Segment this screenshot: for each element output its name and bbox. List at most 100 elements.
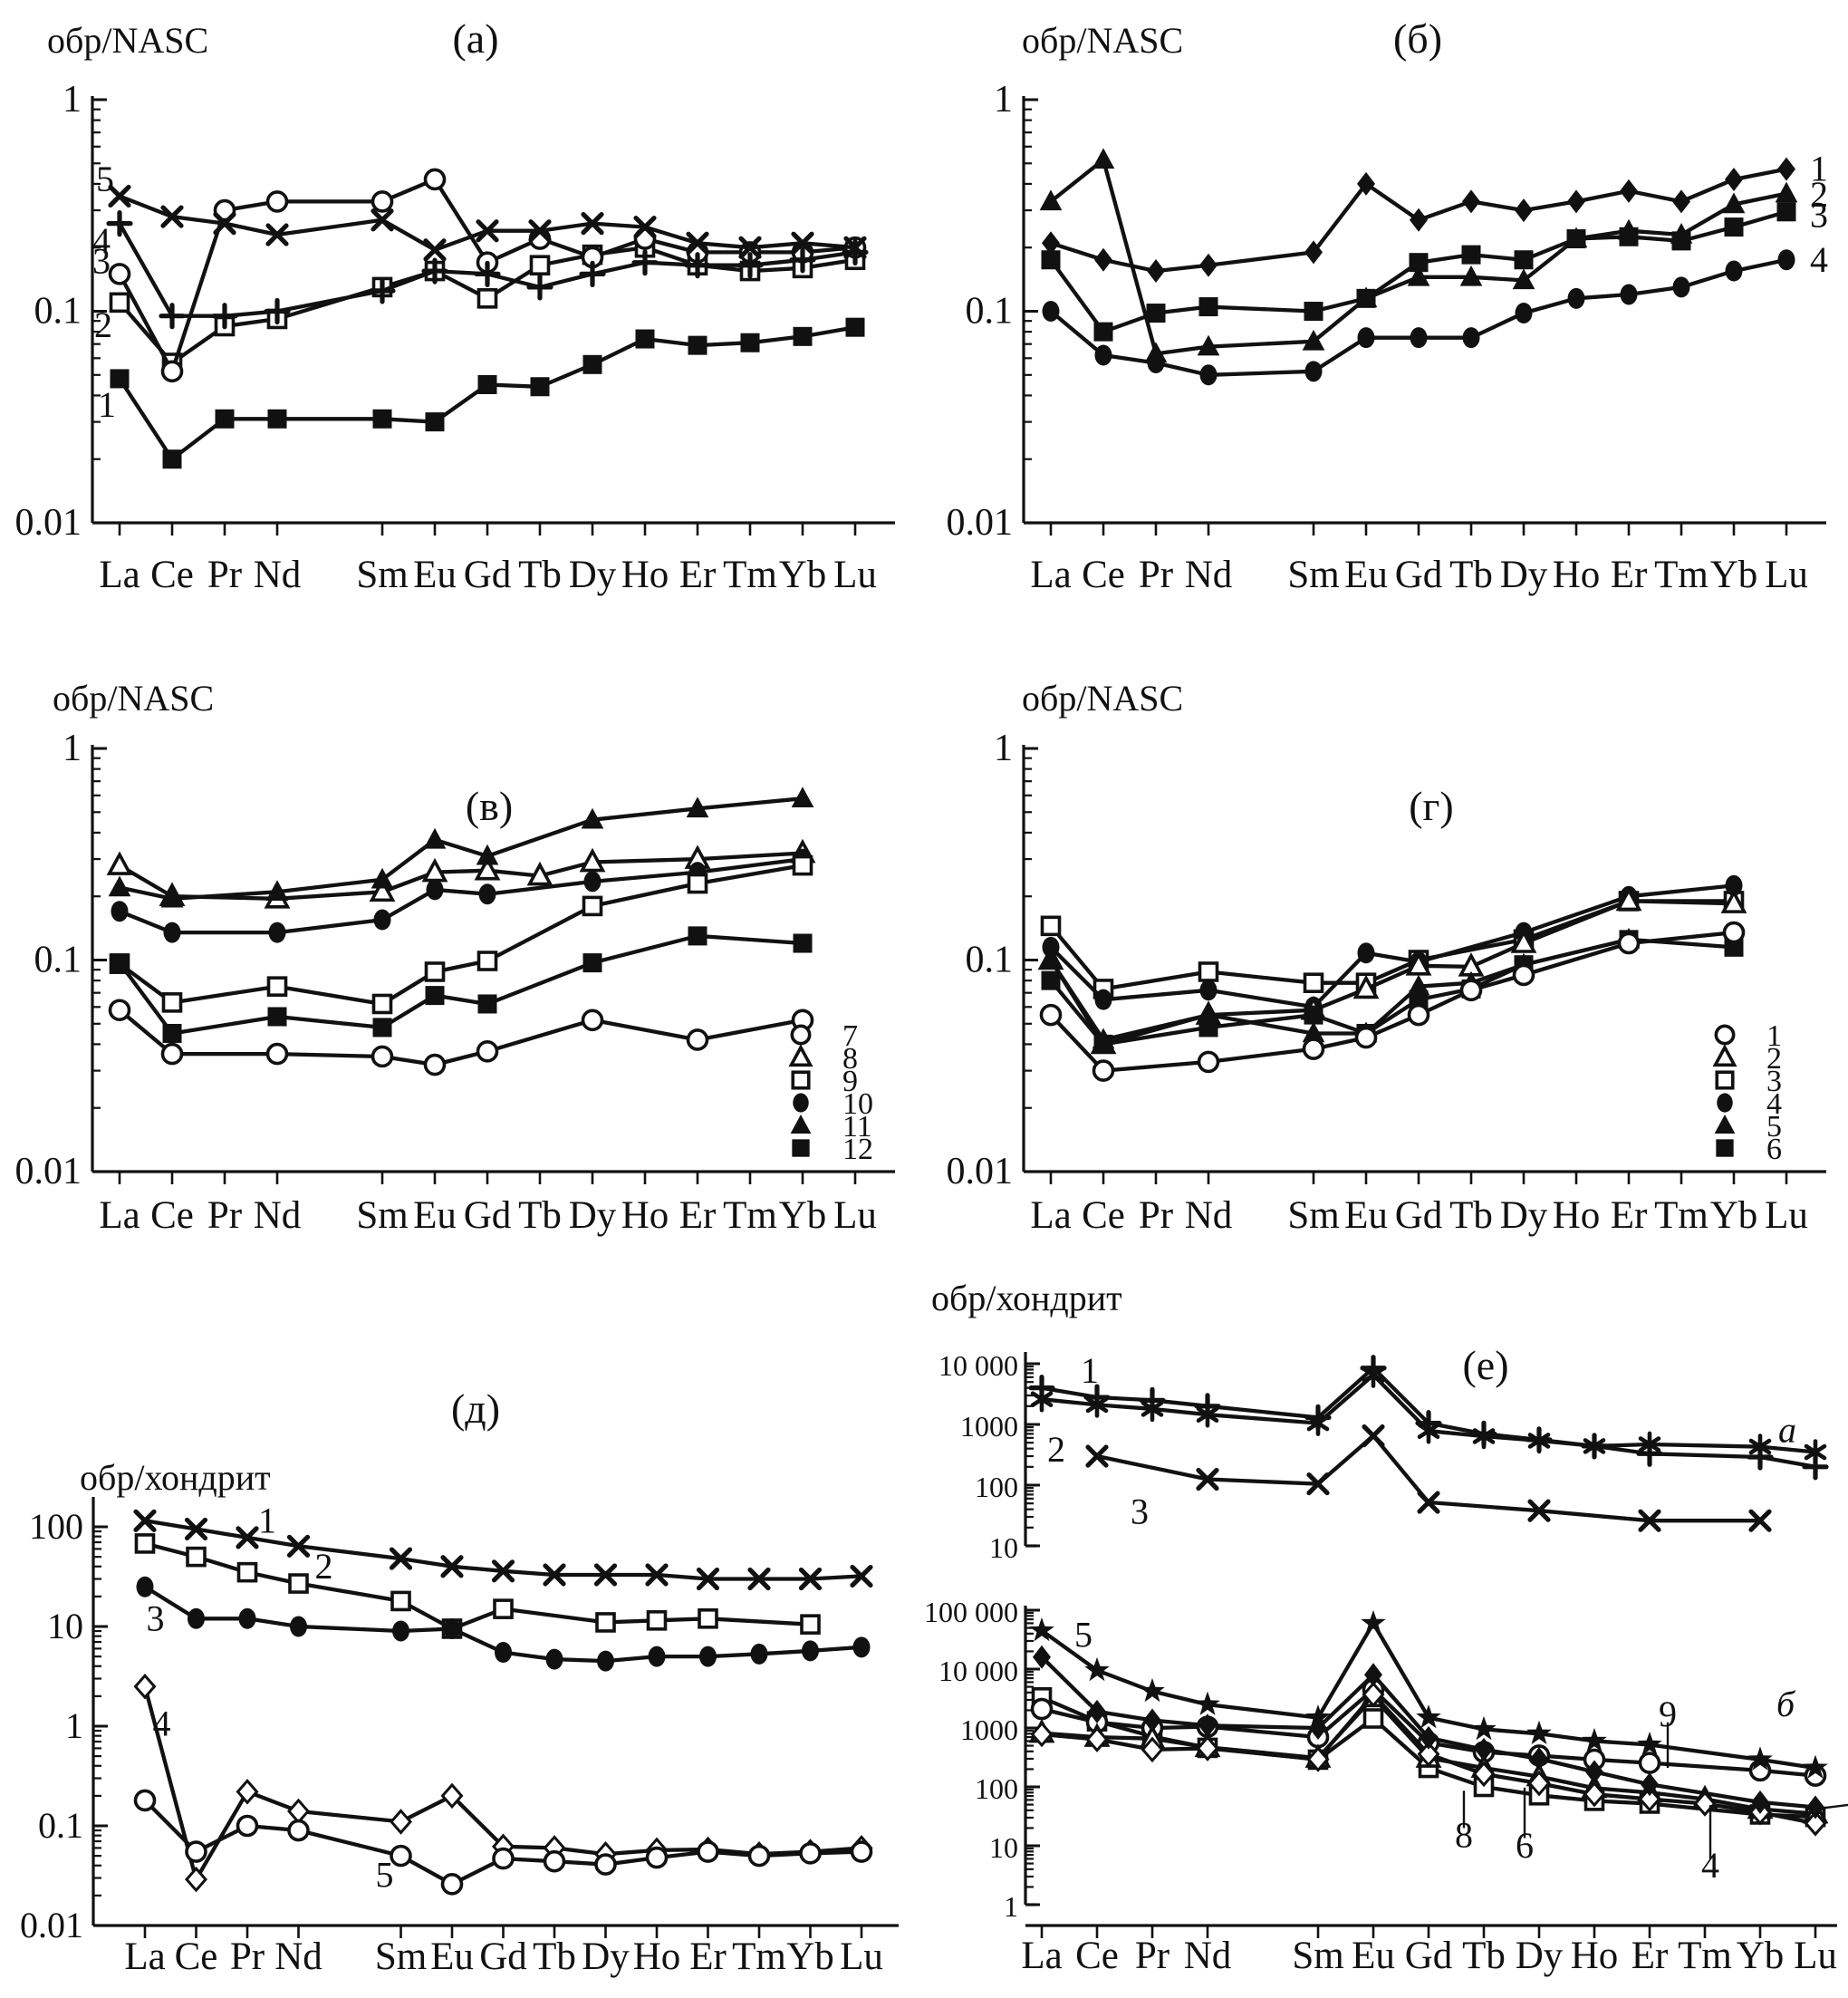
y-tick-label: 10 000 bbox=[938, 1655, 1018, 1687]
x-tick-label: Eu bbox=[1344, 554, 1388, 596]
x-tick-label: Dy bbox=[569, 554, 617, 596]
x-tick-label: Tm bbox=[723, 1194, 777, 1237]
x-tick-label: Dy bbox=[1500, 554, 1548, 596]
curve-label-2: 2 bbox=[94, 304, 112, 345]
series-5-line bbox=[117, 194, 858, 252]
y-tick-label: 0.1 bbox=[38, 1805, 83, 1846]
y-axis-label: обр/NASC bbox=[47, 20, 208, 61]
x-tick-label: Gd bbox=[1395, 554, 1443, 596]
panel-v-ree-nasc: (в) обр/NASC 1 0.1 0.01 7 8 9 10 11 12 La Ce Pr Nd Sm Eu… bbox=[0, 634, 924, 1260]
legend-label-2: 2 bbox=[1766, 1042, 1782, 1076]
series-1-line bbox=[142, 1519, 864, 1581]
legend-label-8: 8 bbox=[842, 1042, 858, 1076]
x-tick-label: Gd bbox=[464, 1194, 512, 1237]
x-tick-label: Pr bbox=[1139, 1194, 1173, 1237]
x-tick-label: Nd bbox=[1185, 1194, 1233, 1237]
y-tick-label: 1000 bbox=[960, 1410, 1018, 1443]
x-tick-label: Tb bbox=[518, 554, 562, 596]
x-tick-label: Sm bbox=[1292, 1935, 1343, 1977]
x-tick-label: Ce bbox=[150, 1194, 194, 1237]
curve-label-2: 2 bbox=[315, 1546, 333, 1587]
x-tick-label: Tm bbox=[723, 554, 777, 596]
legend-label-11: 11 bbox=[842, 1110, 872, 1144]
x-tick-label: Lu bbox=[1765, 554, 1808, 596]
x-tick-label: Tb bbox=[533, 1935, 576, 1978]
x-tick-label: Lu bbox=[1794, 1935, 1837, 1977]
x-tick-label: Dy bbox=[569, 1194, 617, 1237]
panel-g-ree-nasc: (г) обр/NASC 1 0.1 0.01 1 2 3 4 5 6 La Ce Pr Nd Sm Eu Gd T… bbox=[924, 634, 1848, 1260]
y-tick-label: 0.1 bbox=[966, 291, 1014, 333]
x-tick-label: Pr bbox=[1139, 554, 1173, 596]
curve-label-5: 5 bbox=[376, 1854, 394, 1895]
x-tick-label: Lu bbox=[1765, 1194, 1808, 1237]
y-axis-label: обр/NASC bbox=[53, 678, 214, 719]
curve-label-1: 1 bbox=[1810, 149, 1828, 189]
y-tick-label: 0.01 bbox=[15, 502, 82, 544]
panel-title: (д) bbox=[451, 1385, 500, 1432]
x-tick-label: Er bbox=[1631, 1935, 1669, 1977]
x-tick-label: Er bbox=[679, 554, 717, 596]
curve-label-4: 4 bbox=[1701, 1845, 1719, 1886]
x-tick-label: Dy bbox=[1516, 1935, 1564, 1977]
x-tick-label: Sm bbox=[356, 554, 408, 596]
y-tick-label: 0.01 bbox=[947, 1151, 1014, 1192]
x-tick-label: Gd bbox=[1395, 1194, 1443, 1237]
x-tick-label: Ce bbox=[175, 1935, 218, 1978]
curve-label-а: а bbox=[1778, 1409, 1796, 1450]
x-tick-label: Nd bbox=[274, 1935, 322, 1978]
y-tick-label: 1 bbox=[1004, 1890, 1018, 1923]
x-tick-label: La bbox=[99, 1194, 140, 1237]
x-tick-label: La bbox=[99, 554, 140, 596]
x-tick-label: Eu bbox=[413, 554, 457, 596]
y-tick-label: 0.01 bbox=[20, 1905, 83, 1945]
y-tick-label: 10 000 bbox=[938, 1349, 1018, 1382]
curve-label-5: 5 bbox=[1074, 1614, 1092, 1655]
legend-label-12: 12 bbox=[842, 1133, 873, 1166]
series-12-line bbox=[117, 933, 805, 1036]
panel-d-ree-chondrite: (д) обр/хондрит 100 10 1 0.1 0.01 1 2 3 4 5 La Ce Pr Nd… bbox=[0, 1269, 924, 1998]
y-tick-label: 0.1 bbox=[966, 940, 1014, 981]
x-tick-label: Ho bbox=[1553, 554, 1601, 596]
curve-label-3: 3 bbox=[92, 241, 111, 282]
x-tick-label: Ce bbox=[1082, 1194, 1125, 1237]
x-tick-label: La bbox=[124, 1935, 165, 1978]
x-tick-label: Sm bbox=[1287, 554, 1339, 596]
x-tick-label: La bbox=[1030, 1194, 1071, 1237]
y-tick-label: 1 bbox=[65, 1705, 83, 1746]
x-tick-label: Sm bbox=[1287, 1194, 1339, 1237]
curve-label-8: 8 bbox=[1455, 1815, 1473, 1856]
series-1-line bbox=[1048, 930, 1737, 1073]
x-tick-label: Tb bbox=[1449, 1194, 1493, 1237]
y-tick-label: 10 bbox=[989, 1531, 1018, 1564]
x-tick-label: Tb bbox=[1449, 554, 1493, 596]
x-tick-label: Lu bbox=[833, 554, 877, 596]
x-tick-label: Yb bbox=[779, 554, 827, 596]
x-tick-label: Tm bbox=[1654, 1194, 1708, 1237]
y-axis-label: обр/NASC bbox=[1022, 20, 1183, 61]
x-tick-label: Gd bbox=[464, 554, 512, 596]
x-tick-label: Gd bbox=[1405, 1935, 1453, 1977]
legend-label-1: 1 bbox=[1766, 1019, 1782, 1053]
legend-label-6: 6 bbox=[1766, 1133, 1782, 1166]
x-tick-label: Yb bbox=[779, 1194, 827, 1237]
x-tick-label: Pr bbox=[207, 554, 242, 596]
panel-title: (а) bbox=[452, 15, 498, 62]
panel-a-ree-nasc: (а) обр/NASC 1 0.1 0.01 5 4 3 2 1 La Ce Pr Nd Sm Eu Gd Tb… bbox=[0, 0, 924, 625]
x-tick-label: Eu bbox=[430, 1935, 474, 1978]
y-axis-label: обр/хондрит bbox=[931, 1278, 1122, 1318]
x-tick-label: Dy bbox=[582, 1935, 630, 1978]
x-tick-label: Tm bbox=[1678, 1935, 1732, 1977]
y-tick-label: 100 bbox=[29, 1506, 83, 1547]
y-tick-label: 100 bbox=[975, 1471, 1018, 1503]
series-6-line bbox=[1048, 937, 1737, 1047]
series-3-line bbox=[1094, 1433, 1763, 1523]
panel-b-ree-nasc: (б) обр/NASC 1 0.1 0.01 1 2 3 4 La Ce Pr Nd Sm Eu Gd Tb D… bbox=[924, 0, 1848, 625]
x-tick-label: Nd bbox=[254, 1194, 302, 1237]
panel-title: (б) bbox=[1393, 15, 1442, 62]
x-tick-label: Ho bbox=[621, 554, 669, 596]
y-tick-label: 0.01 bbox=[947, 502, 1014, 544]
curve-label-9: 9 bbox=[1659, 1694, 1677, 1734]
x-tick-label: La bbox=[1030, 554, 1071, 596]
curve-label-1: 1 bbox=[98, 384, 116, 425]
